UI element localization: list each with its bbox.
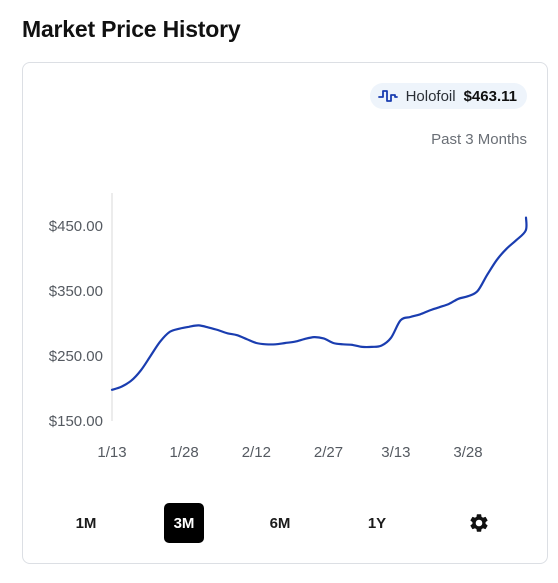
x-tick-labels: 1/13 1/28 2/12 2/27 3/13 3/28	[97, 444, 482, 461]
series-line-holofoil	[110, 216, 528, 391]
line-chart-icon	[377, 90, 398, 102]
x-tick-label: 1/28	[170, 444, 199, 461]
time-range-label: Past 3 Months	[431, 131, 527, 148]
range-button-6m[interactable]: 6M	[269, 514, 291, 532]
range-controls: 1M 3M 6M 1Y	[23, 503, 549, 543]
legend-current-price: $463.11	[463, 87, 517, 105]
y-tick-labels: $150.00 $250.00 $350.00 $450.00	[49, 218, 103, 430]
settings-button[interactable]	[459, 503, 499, 543]
gear-icon	[470, 514, 488, 532]
y-tick-label: $350.00	[49, 283, 103, 300]
x-tick-label: 2/27	[314, 444, 343, 461]
page-title: Market Price History	[22, 16, 241, 42]
y-tick-label: $150.00	[49, 413, 103, 430]
x-tick-label: 1/13	[97, 444, 126, 461]
legend-series-name: Holofoil	[405, 87, 456, 105]
x-tick-label: 2/12	[242, 444, 271, 461]
range-button-1m[interactable]: 1M	[75, 514, 97, 532]
x-tick-label: 3/13	[381, 444, 410, 461]
range-button-3m[interactable]: 3M	[164, 503, 204, 543]
y-tick-label: $250.00	[49, 348, 103, 365]
y-tick-label: $450.00	[49, 218, 103, 235]
x-tick-label: 3/28	[453, 444, 482, 461]
series-legend: Holofoil $463.11	[369, 83, 527, 109]
price-line-chart: $150.00 $250.00 $350.00 $450.00 1/13 1/28 2/1…	[49, 193, 528, 461]
range-button-1y[interactable]: 1Y	[367, 514, 387, 532]
price-history-card: Holofoil $463.11 Past 3 Months $150.00 $2…	[22, 62, 548, 564]
